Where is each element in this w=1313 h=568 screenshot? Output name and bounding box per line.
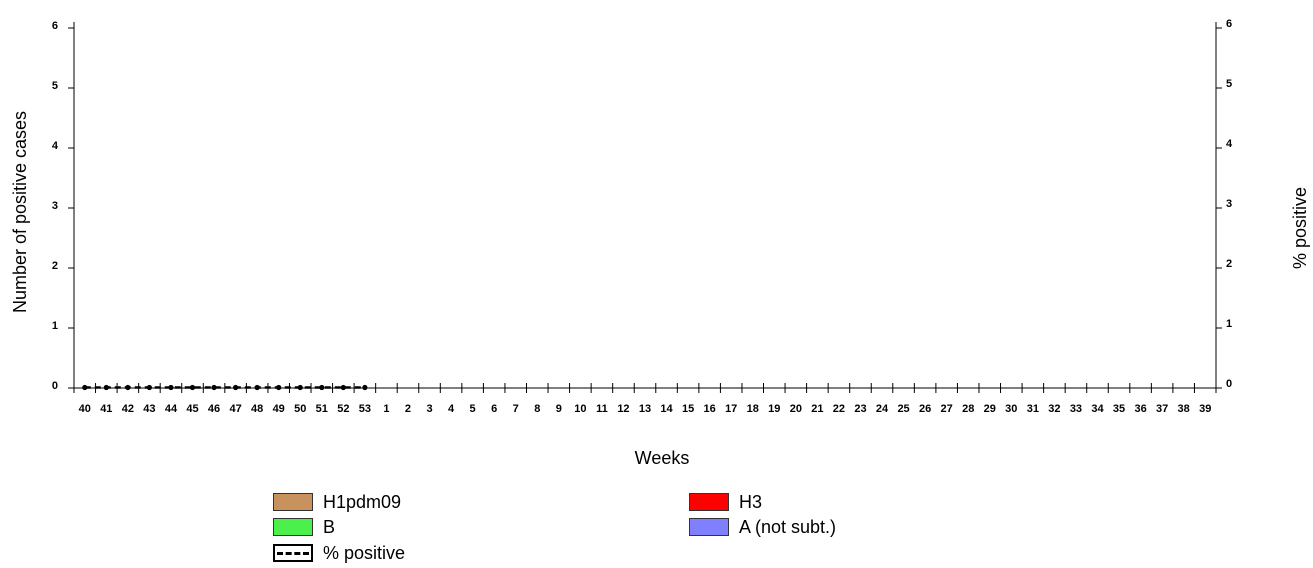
y2-tick-label: 6 bbox=[1226, 18, 1232, 30]
x-tick-label: 23 bbox=[854, 403, 866, 415]
x-axis-title: Weeks bbox=[635, 448, 690, 468]
percent-positive-point bbox=[319, 384, 325, 391]
x-tick-label: 12 bbox=[617, 403, 629, 415]
x-tick-label: 26 bbox=[919, 403, 931, 415]
x-tick-label: 30 bbox=[1005, 403, 1017, 415]
y-axis-title: Number of positive cases bbox=[10, 111, 30, 313]
x-tick-label: 1 bbox=[383, 403, 389, 415]
x-tick-label: 52 bbox=[337, 403, 349, 415]
marks bbox=[82, 384, 368, 391]
x-tick-label: 24 bbox=[876, 403, 889, 415]
y2-tick-label: 2 bbox=[1226, 258, 1232, 270]
x-tick-label: 15 bbox=[682, 403, 694, 415]
percent-positive-point bbox=[340, 384, 346, 391]
x-tick-label: 7 bbox=[513, 403, 519, 415]
percent-positive-point bbox=[211, 384, 217, 391]
x-tick-label: 21 bbox=[811, 403, 823, 415]
x-tick-label: 11 bbox=[596, 403, 608, 415]
x-tick-label: 43 bbox=[143, 403, 155, 415]
x-tick-label: 10 bbox=[574, 403, 586, 415]
x-tick-label: 18 bbox=[747, 403, 759, 415]
percent-positive-point bbox=[82, 384, 88, 391]
percent-positive-point bbox=[362, 384, 368, 391]
x-tick-label: 9 bbox=[556, 403, 562, 415]
percent-positive-point bbox=[189, 384, 196, 391]
x-tick-label: 50 bbox=[294, 403, 306, 415]
x-tick-label: 41 bbox=[100, 403, 112, 415]
x-tick-label: 44 bbox=[165, 403, 178, 415]
x-tick-label: 40 bbox=[79, 403, 91, 415]
x-tick-label: 35 bbox=[1113, 403, 1125, 415]
x-tick-label: 32 bbox=[1048, 403, 1060, 415]
y-tick-label: 5 bbox=[52, 80, 58, 92]
x-tick-label: 48 bbox=[251, 403, 263, 415]
x-tick-label: 42 bbox=[122, 403, 134, 415]
percent-positive-point bbox=[276, 384, 282, 391]
y2-tick-label: 4 bbox=[1226, 138, 1233, 150]
y-tick-label: 3 bbox=[52, 200, 58, 212]
y2-tick-label: 1 bbox=[1226, 318, 1232, 330]
x-tick-label: 36 bbox=[1134, 403, 1146, 415]
x-tick-label: 34 bbox=[1091, 403, 1104, 415]
x-tick-label: 14 bbox=[660, 403, 673, 415]
x-tick-label: 53 bbox=[359, 403, 371, 415]
x-tick-label: 37 bbox=[1156, 403, 1168, 415]
x-tick-label: 4 bbox=[448, 403, 455, 415]
x-tick-label: 20 bbox=[790, 403, 802, 415]
x-tick-label: 5 bbox=[470, 403, 476, 415]
y-tick-label: 1 bbox=[52, 320, 58, 332]
percent-positive-point bbox=[168, 384, 174, 391]
x-tick-label: 25 bbox=[897, 403, 909, 415]
x-tick-label: 45 bbox=[186, 403, 198, 415]
y-tick-label: 2 bbox=[52, 260, 58, 272]
percent-positive-point bbox=[103, 384, 109, 391]
y-tick-label: 6 bbox=[52, 20, 58, 32]
x-tick-label: 28 bbox=[962, 403, 974, 415]
percent-positive-point bbox=[254, 384, 260, 391]
y2-tick-label: 0 bbox=[1226, 378, 1232, 390]
x-tick-label: 38 bbox=[1178, 403, 1190, 415]
x-tick-label: 33 bbox=[1070, 403, 1082, 415]
percent-positive-point bbox=[297, 384, 303, 391]
x-tick-label: 22 bbox=[833, 403, 845, 415]
x-tick-label: 46 bbox=[208, 403, 220, 415]
y2-axis-title: % positive bbox=[1290, 187, 1310, 269]
x-tick-label: 19 bbox=[768, 403, 780, 415]
x-tick-label: 6 bbox=[491, 403, 497, 415]
x-tick-label: 13 bbox=[639, 403, 651, 415]
x-tick-label: 3 bbox=[426, 403, 432, 415]
x-tick-label: 47 bbox=[229, 403, 241, 415]
x-tick-label: 2 bbox=[405, 403, 411, 415]
y-tick-label: 0 bbox=[52, 380, 58, 392]
y-tick-label: 4 bbox=[52, 140, 59, 152]
x-tick-label: 31 bbox=[1027, 403, 1039, 415]
y2-tick-label: 5 bbox=[1226, 78, 1232, 90]
x-tick-label: 51 bbox=[316, 403, 328, 415]
x-tick-label: 8 bbox=[534, 403, 540, 415]
x-tick-label: 49 bbox=[273, 403, 285, 415]
percent-positive-point bbox=[146, 384, 153, 391]
x-tick-label: 27 bbox=[941, 403, 953, 415]
percent-positive-point bbox=[233, 384, 239, 391]
x-tick-label: 39 bbox=[1199, 403, 1211, 415]
percent-positive-point bbox=[125, 384, 131, 391]
x-tick-label: 16 bbox=[704, 403, 716, 415]
x-tick-label: 17 bbox=[725, 403, 737, 415]
x-tick-label: 29 bbox=[984, 403, 996, 415]
y2-tick-label: 3 bbox=[1226, 198, 1232, 210]
